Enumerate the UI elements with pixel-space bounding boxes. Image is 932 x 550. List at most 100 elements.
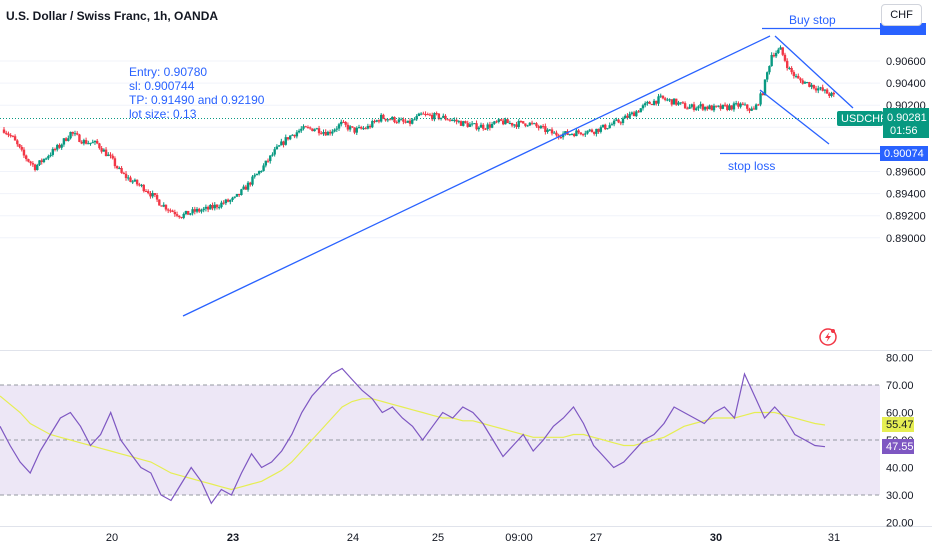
candle-body: [411, 119, 414, 124]
candle-body: [730, 105, 733, 110]
candle-body: [366, 125, 370, 129]
candle-body: [158, 199, 161, 206]
candle-body: [357, 127, 361, 129]
candle-body: [60, 144, 63, 148]
candle-body: [655, 100, 658, 104]
trade-note-line-1: Entry: 0.90780: [129, 65, 207, 79]
candle-body: [360, 127, 363, 129]
candle-body: [142, 184, 145, 192]
rsi-tick-label: 80.00: [886, 353, 914, 365]
candle-body: [13, 136, 17, 141]
candle-body: [71, 131, 74, 134]
candle-body: [517, 121, 520, 127]
candle-body: [637, 111, 640, 113]
candle-body: [719, 105, 722, 109]
candle-body: [351, 126, 354, 128]
candle-body: [732, 103, 736, 110]
candle-body: [147, 191, 150, 194]
candle-body: [178, 215, 181, 218]
candle-body: [697, 106, 700, 109]
candle-body: [504, 119, 507, 125]
candle-body: [373, 121, 376, 123]
chart-title: U.S. Dollar / Swiss Franc, 1h, OANDA: [6, 9, 218, 23]
candle-body: [453, 119, 456, 121]
candle-body: [44, 158, 48, 160]
candle-body: [280, 141, 283, 146]
candle-body: [304, 126, 307, 128]
lightning-bolt-icon[interactable]: [819, 328, 837, 346]
candle-body: [38, 160, 41, 165]
price-tick-label: 0.89400: [886, 189, 926, 201]
candle-body: [213, 204, 216, 209]
candle-body: [533, 123, 536, 125]
candle-body: [668, 99, 671, 101]
candle-body: [413, 119, 416, 121]
rsi-band: [0, 385, 880, 495]
candle-body: [9, 135, 12, 137]
candle-body: [808, 82, 811, 87]
candle-body: [297, 130, 301, 133]
candle-body: [615, 119, 618, 121]
candle-body: [570, 134, 574, 136]
candle-body: [433, 113, 436, 120]
candle-body: [612, 120, 616, 125]
candle-body: [466, 122, 469, 127]
candle-body: [646, 101, 649, 104]
candle-body: [406, 120, 409, 123]
candle-body: [31, 163, 35, 165]
rsi-ma-tag: 55.47: [882, 417, 914, 432]
candle-body: [22, 149, 26, 156]
candle-body: [586, 130, 589, 134]
candle-body: [446, 119, 449, 121]
price-tick-label: 0.90600: [886, 56, 926, 68]
candle-body: [417, 113, 421, 117]
candle-body: [812, 84, 816, 89]
candle-body: [734, 103, 738, 105]
candle-body: [395, 122, 398, 124]
candle-body: [275, 146, 279, 150]
candle-body: [58, 144, 61, 148]
candle-body: [100, 148, 103, 152]
candle-body: [393, 116, 396, 123]
candle-body: [89, 142, 92, 144]
candle-body: [133, 179, 137, 182]
candle-body: [220, 202, 223, 208]
candle-body: [431, 115, 434, 120]
candle-body: [572, 134, 576, 137]
candle-body: [306, 127, 310, 129]
candle-body: [300, 128, 303, 131]
candle-body: [415, 116, 418, 120]
flag-lower-line: [759, 89, 830, 145]
candle-body: [135, 179, 139, 185]
candle-body: [419, 113, 423, 115]
candle-body: [160, 205, 163, 207]
candle-body: [817, 88, 820, 91]
candle-body: [464, 121, 467, 123]
rsi-ma-line: [0, 395, 826, 491]
candle-body: [781, 47, 784, 55]
time-tick-label: 09:00: [505, 532, 533, 544]
candle-body: [575, 130, 578, 137]
rsi-tick-label: 60.00: [886, 408, 914, 420]
candle-body: [335, 128, 338, 130]
candle-body: [450, 119, 454, 121]
candle-body: [186, 210, 190, 215]
candle-body: [788, 68, 791, 70]
candle-body: [124, 173, 128, 179]
buy-stop-price-tag: [880, 23, 926, 35]
symbol-tag: USDCHF: [837, 111, 887, 126]
rsi-tick-label: 30.00: [886, 490, 914, 502]
candle-body: [768, 66, 771, 73]
time-tick-label: 27: [590, 532, 602, 544]
candle-body: [388, 119, 392, 121]
candle-body: [311, 128, 314, 132]
candle-body: [754, 104, 758, 110]
candle-body: [180, 217, 183, 219]
trend-drawings: [0, 27, 880, 317]
candle-body: [710, 105, 713, 111]
candle-body: [721, 104, 725, 109]
candle-body: [617, 119, 620, 123]
candle-body: [269, 155, 272, 162]
currency-button[interactable]: CHF: [881, 4, 922, 26]
candle-body: [448, 119, 452, 121]
